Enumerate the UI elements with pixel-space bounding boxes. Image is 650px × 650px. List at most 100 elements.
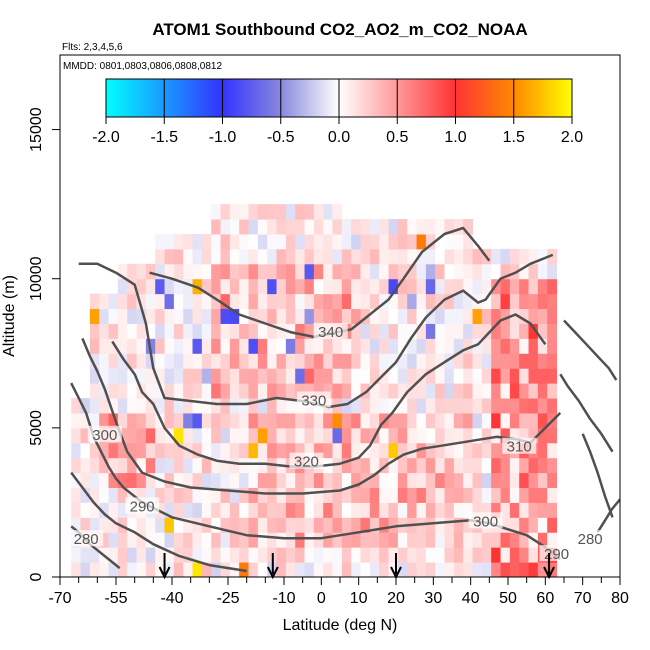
heatmap-cell bbox=[183, 427, 194, 444]
heatmap-cell bbox=[201, 353, 212, 369]
heatmap-cell bbox=[379, 547, 390, 563]
heatmap-cell bbox=[369, 532, 380, 548]
heatmap-cell bbox=[108, 338, 119, 354]
heatmap-cell bbox=[500, 323, 511, 339]
heatmap-cell bbox=[435, 323, 446, 339]
heatmap-cell bbox=[145, 457, 156, 474]
heatmap-cell bbox=[229, 502, 240, 518]
heatmap-cell bbox=[351, 427, 362, 444]
heatmap-cell bbox=[351, 248, 362, 265]
heatmap-cell bbox=[547, 383, 558, 399]
heatmap-cell bbox=[332, 412, 343, 429]
heatmap-cell bbox=[369, 323, 380, 339]
heatmap-cell bbox=[201, 562, 212, 577]
heatmap-cell bbox=[117, 353, 128, 369]
heatmap-cell bbox=[220, 368, 231, 384]
heatmap-cell bbox=[192, 502, 203, 518]
heatmap-cell bbox=[257, 368, 268, 384]
heatmap-cell bbox=[136, 368, 147, 384]
heatmap-cell bbox=[229, 308, 240, 324]
heatmap-cell bbox=[397, 308, 408, 324]
heatmap-cell bbox=[332, 383, 343, 399]
heatmap-cell bbox=[108, 412, 119, 429]
heatmap-cell bbox=[108, 442, 119, 459]
heatmap-cell bbox=[117, 547, 128, 563]
heatmap-cell bbox=[472, 472, 483, 489]
heatmap-cell bbox=[491, 487, 502, 503]
heatmap-cell bbox=[89, 472, 100, 489]
heatmap-cell bbox=[108, 517, 119, 533]
heatmap-cell bbox=[379, 323, 390, 339]
heatmap-cell bbox=[201, 412, 212, 429]
heatmap-cell bbox=[453, 368, 464, 384]
heatmap-cell bbox=[201, 457, 212, 474]
heatmap-cell bbox=[341, 562, 352, 577]
heatmap-cell bbox=[127, 547, 138, 563]
heatmap-cell bbox=[351, 219, 362, 235]
heatmap-cell bbox=[80, 442, 91, 459]
heatmap-cell bbox=[201, 278, 212, 295]
heatmap-cell bbox=[323, 219, 334, 235]
contour-label-bg bbox=[125, 497, 160, 514]
heatmap-cell bbox=[257, 457, 268, 474]
heatmap-cell bbox=[211, 547, 222, 563]
heatmap-cell bbox=[528, 323, 539, 339]
heatmap-cell bbox=[407, 412, 418, 429]
heatmap-cell bbox=[276, 278, 287, 295]
heatmap-cell bbox=[136, 308, 147, 324]
heatmap-cell bbox=[127, 442, 138, 459]
heatmap-cell bbox=[472, 457, 483, 474]
heatmap-cell bbox=[369, 353, 380, 369]
heatmap-cell bbox=[220, 383, 231, 399]
heatmap-cell bbox=[537, 412, 548, 429]
heatmap-cell bbox=[416, 502, 427, 518]
heatmap-cell bbox=[239, 278, 250, 295]
heatmap-cell bbox=[211, 278, 222, 295]
heatmap-cell bbox=[173, 383, 184, 399]
heatmap-cell bbox=[528, 547, 539, 563]
heatmap-cell bbox=[229, 547, 240, 563]
heatmap-cell bbox=[155, 487, 166, 503]
heatmap-cell bbox=[519, 427, 530, 444]
heatmap-cell bbox=[304, 263, 315, 280]
heatmap-cell bbox=[444, 219, 455, 235]
heatmap-cell bbox=[211, 368, 222, 384]
contour-label-bg bbox=[539, 545, 574, 562]
heatmap-cell bbox=[509, 248, 520, 265]
heatmap-cell bbox=[519, 547, 530, 563]
heatmap-cell bbox=[211, 293, 222, 310]
heatmap-cell bbox=[201, 323, 212, 339]
heatmap-cell bbox=[388, 517, 399, 533]
heatmap-cell bbox=[425, 353, 436, 369]
heatmap-cell bbox=[397, 368, 408, 384]
heatmap-cell bbox=[173, 472, 184, 489]
heatmap-cell bbox=[491, 368, 502, 384]
heatmap-cell bbox=[397, 502, 408, 518]
heatmap-cell bbox=[201, 368, 212, 384]
heatmap-cell bbox=[528, 517, 539, 533]
heatmap-cell bbox=[360, 233, 371, 250]
heatmap-cell bbox=[351, 263, 362, 280]
heatmap-cell bbox=[369, 547, 380, 563]
heatmap-cell bbox=[369, 517, 380, 533]
heatmap-cell bbox=[136, 562, 147, 577]
heatmap-cell bbox=[183, 323, 194, 339]
theta-contour-340 bbox=[563, 319, 618, 381]
heatmap-cell bbox=[248, 308, 259, 324]
heatmap-cell bbox=[276, 323, 287, 339]
heatmap-cell bbox=[267, 219, 278, 235]
heatmap-cell bbox=[192, 547, 203, 563]
heatmap-cell bbox=[257, 502, 268, 518]
heatmap-cell bbox=[89, 338, 100, 354]
heatmap-cell bbox=[173, 353, 184, 369]
heatmap-cell bbox=[145, 562, 156, 577]
heatmap-cell bbox=[164, 293, 175, 310]
heatmap-cell bbox=[481, 278, 492, 295]
heatmap-cell bbox=[248, 517, 259, 533]
heatmap-cell bbox=[99, 353, 110, 369]
heatmap-cell bbox=[229, 383, 240, 399]
heatmap-cell bbox=[127, 263, 138, 280]
heatmap-cell bbox=[164, 248, 175, 265]
heatmap-cell bbox=[99, 323, 110, 339]
heatmap-cell bbox=[248, 293, 259, 310]
